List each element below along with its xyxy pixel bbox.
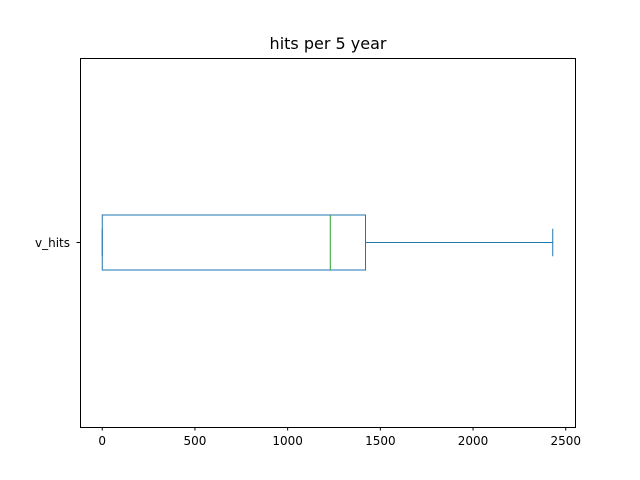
y-axis: v_hits bbox=[35, 236, 80, 250]
x-axis: 0 500 1000 1500 2000 2500 bbox=[98, 427, 581, 448]
chart-title: hits per 5 year bbox=[270, 34, 387, 53]
plot-frame bbox=[80, 58, 576, 428]
y-tick-label: v_hits bbox=[35, 236, 70, 250]
x-tick-label: 0 bbox=[98, 434, 106, 448]
x-tick-label: 2000 bbox=[458, 434, 489, 448]
x-tick-label: 2500 bbox=[550, 434, 581, 448]
plot-marks bbox=[101, 214, 554, 271]
x-tick-label: 1500 bbox=[365, 434, 396, 448]
x-tick-label: 1000 bbox=[272, 434, 303, 448]
iqr-box bbox=[101, 214, 367, 271]
x-tick-label: 500 bbox=[183, 434, 206, 448]
